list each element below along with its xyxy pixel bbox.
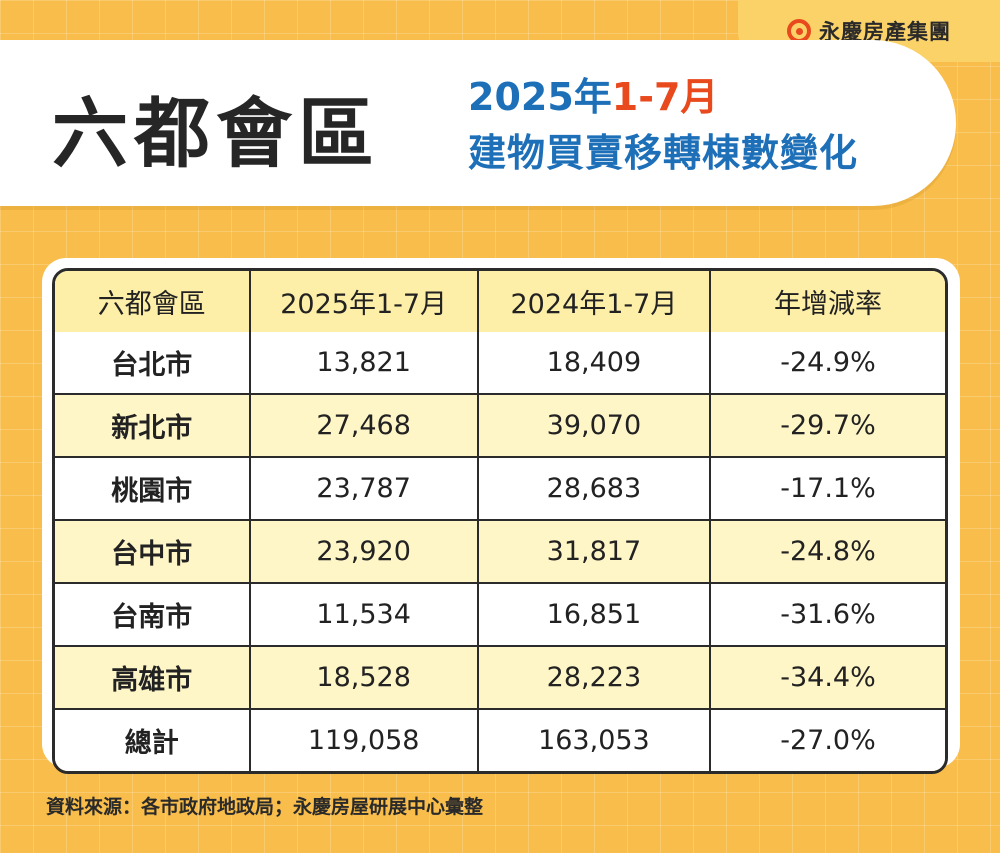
cell-city: 桃園市	[55, 458, 251, 521]
column-header-2024: 2024年1-7月	[478, 271, 712, 332]
table-row: 桃園市 23,787 28,683 -17.1%	[55, 458, 945, 521]
cell-yoy-rate: -17.1%	[711, 458, 945, 521]
table-row: 台中市 23,920 31,817 -24.8%	[55, 521, 945, 584]
source-note: 資料來源：各市政府地政局；永慶房屋研展中心彙整	[46, 796, 484, 818]
column-header-2025: 2025年1-7月	[250, 271, 479, 332]
cell-2025: 13,821	[250, 332, 479, 395]
cell-2025: 23,920	[250, 521, 479, 584]
page-title: 六都會區	[52, 89, 380, 178]
table-row: 台南市 11,534 16,851 -31.6%	[55, 584, 945, 647]
data-table: 六都會區 2025年1-7月 2024年1-7月 年增減率 台北市 13,821 18,4…	[52, 268, 948, 774]
table-header-row: 六都會區 2025年1-7月 2024年1-7月 年增減率	[55, 271, 945, 332]
cell-yoy-rate: -31.6%	[711, 584, 945, 647]
table-row: 高雄市 18,528 28,223 -34.4%	[55, 647, 945, 710]
cell-2025: 27,468	[250, 395, 479, 458]
cell-2025: 11,534	[250, 584, 479, 647]
cell-yoy-rate: -27.0%	[711, 710, 945, 771]
title-banner: 六都會區 2025年1-7月 建物買賣移轉棟數變化	[0, 40, 956, 206]
cell-city: 高雄市	[55, 647, 251, 710]
cell-2024: 39,070	[478, 395, 712, 458]
title-year: 2025年	[468, 75, 612, 119]
cell-2025: 18,528	[250, 647, 479, 710]
title-period: 2025年1-7月	[468, 78, 718, 116]
page-subtitle: 建物買賣移轉棟數變化	[468, 131, 859, 175]
cell-2024: 18,409	[478, 332, 712, 395]
title-range: 1-7月	[611, 75, 719, 119]
cell-2024: 28,223	[478, 647, 712, 710]
cell-2025: 23,787	[250, 458, 479, 521]
cell-yoy-rate: -34.4%	[711, 647, 945, 710]
cell-2024: 28,683	[478, 458, 712, 521]
cell-city: 台北市	[55, 332, 251, 395]
cell-2025: 119,058	[250, 710, 479, 771]
cell-yoy-rate: -24.8%	[711, 521, 945, 584]
cell-city: 台南市	[55, 584, 251, 647]
cell-city: 台中市	[55, 521, 251, 584]
cell-city: 總計	[55, 710, 251, 771]
table-card: 六都會區 2025年1-7月 2024年1-7月 年增減率 台北市 13,821 18,4…	[42, 258, 960, 774]
cell-2024: 16,851	[478, 584, 712, 647]
table-body: 台北市 13,821 18,409 -24.9% 新北市 27,468 39,070 -29.…	[55, 332, 945, 771]
cell-yoy-rate: -29.7%	[711, 395, 945, 458]
table-row: 台北市 13,821 18,409 -24.9%	[55, 332, 945, 395]
column-header-city: 六都會區	[55, 271, 251, 332]
cell-yoy-rate: -24.9%	[711, 332, 945, 395]
cell-2024: 31,817	[478, 521, 712, 584]
table-row: 新北市 27,468 39,070 -29.7%	[55, 395, 945, 458]
column-header-yoy-rate: 年增減率	[711, 271, 945, 332]
table-total-row: 總計 119,058 163,053 -27.0%	[55, 710, 945, 771]
cell-2024: 163,053	[478, 710, 712, 771]
cell-city: 新北市	[55, 395, 251, 458]
